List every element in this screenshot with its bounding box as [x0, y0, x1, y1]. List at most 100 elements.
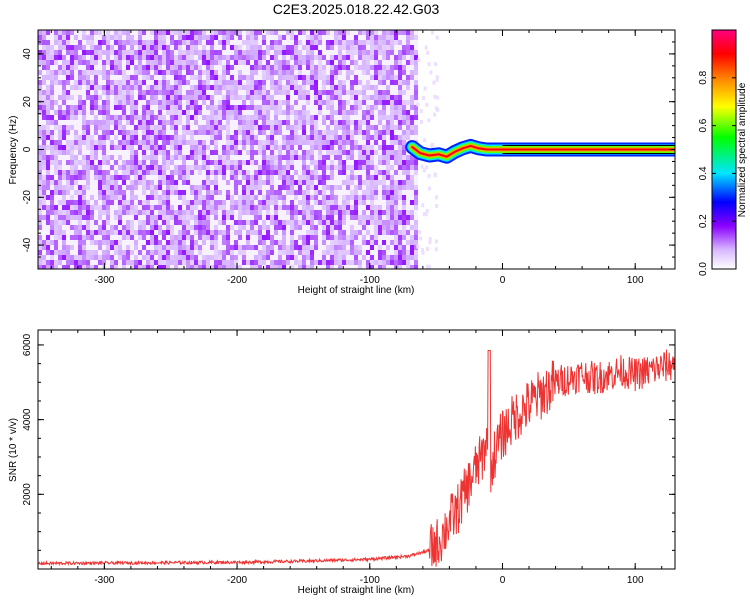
heatmap-cell [314, 40, 318, 45]
heatmap-cell [426, 50, 430, 55]
heatmap-cell [222, 120, 226, 125]
heatmap-cell [278, 30, 282, 35]
heatmap-cell [266, 240, 270, 245]
heatmap-cell [190, 115, 194, 120]
heatmap-cell [298, 140, 302, 145]
heatmap-cell [122, 65, 126, 70]
heatmap-cell [158, 50, 162, 55]
heatmap-cell [114, 145, 118, 150]
heatmap-cell [390, 55, 394, 60]
heatmap-cell [90, 155, 94, 160]
heatmap-cell [334, 225, 338, 230]
heatmap-cell [234, 45, 238, 50]
heatmap-cell [202, 130, 206, 135]
heatmap-cell [294, 185, 298, 190]
heatmap-cell [326, 185, 330, 190]
heatmap-cell [170, 150, 174, 155]
heatmap-cell [102, 220, 106, 225]
heatmap-cell [142, 140, 146, 145]
heatmap-cell [270, 215, 274, 220]
heatmap-cell [50, 205, 54, 210]
heatmap-cell [382, 225, 386, 230]
heatmap-cell [206, 240, 210, 245]
heatmap-cell [266, 115, 270, 120]
heatmap-cell [310, 110, 314, 115]
heatmap-cell [174, 210, 178, 215]
heatmap-cell [218, 175, 222, 180]
heatmap-cell [414, 105, 418, 110]
heatmap-cell [302, 55, 306, 60]
heatmap-cell [274, 80, 278, 85]
heatmap-cell [294, 55, 298, 60]
heatmap-cell [254, 190, 258, 195]
heatmap-cell [182, 80, 186, 85]
heatmap-cell [350, 45, 354, 50]
heatmap-cell [150, 95, 154, 100]
heatmap-cell [230, 120, 234, 125]
heatmap-cell [166, 225, 170, 230]
heatmap-cell [122, 255, 126, 260]
heatmap-noise-cells [38, 30, 440, 269]
heatmap-cell [374, 225, 378, 230]
heatmap-cell [162, 90, 166, 95]
heatmap-cell [354, 130, 358, 135]
heatmap-cell [382, 155, 386, 160]
heatmap-cell [234, 165, 238, 170]
heatmap-cell [170, 195, 174, 200]
heatmap-cell [198, 80, 202, 85]
heatmap-cell [222, 115, 226, 120]
heatmap-cell [158, 260, 162, 265]
heatmap-cell [262, 50, 266, 55]
heatmap-cell [298, 235, 302, 240]
heatmap-cell [126, 135, 130, 140]
heatmap-cell [114, 75, 118, 80]
heatmap-cell [202, 245, 206, 250]
heatmap-cell [338, 80, 342, 85]
heatmap-cell [210, 170, 214, 175]
heatmap-cell [314, 130, 318, 135]
heatmap-cell [310, 130, 314, 135]
heatmap-cell [54, 230, 58, 235]
heatmap-cell [314, 115, 318, 120]
heatmap-cell [178, 205, 182, 210]
heatmap-cell [58, 85, 62, 90]
heatmap-cell [218, 140, 222, 145]
heatmap-cell [130, 220, 134, 225]
heatmap-cell [330, 195, 334, 200]
heatmap-cell [238, 135, 242, 140]
heatmap-cell [98, 150, 102, 155]
heatmap-cell [402, 50, 406, 55]
heatmap-cell [218, 260, 222, 265]
heatmap-cell [242, 80, 246, 85]
heatmap-cell [198, 70, 202, 75]
heatmap-cell [206, 225, 210, 230]
heatmap-cell [186, 145, 190, 150]
heatmap-cell [274, 260, 278, 265]
heatmap-cell [138, 175, 142, 180]
heatmap-cell [394, 165, 398, 170]
heatmap-cell [106, 30, 110, 35]
heatmap-cell [126, 85, 130, 90]
heatmap-cell [114, 95, 118, 100]
heatmap-cell [106, 230, 110, 235]
heatmap-cell [82, 50, 86, 55]
heatmap-cell [342, 85, 346, 90]
heatmap-cell [230, 165, 234, 170]
heatmap-cell [286, 125, 290, 130]
heatmap-cell [142, 30, 146, 35]
heatmap-cell [234, 50, 238, 55]
heatmap-cell [166, 30, 170, 35]
heatmap-cell [110, 185, 114, 190]
heatmap-cell [378, 135, 382, 140]
heatmap-cell [286, 190, 290, 195]
heatmap-cell [178, 65, 182, 70]
heatmap-cell [86, 125, 90, 130]
heatmap-cell [330, 30, 334, 35]
heatmap-cell [174, 45, 178, 50]
heatmap-cell [130, 140, 134, 145]
heatmap-cell [210, 225, 214, 230]
heatmap-cell [154, 45, 158, 50]
heatmap-cell [278, 210, 282, 215]
heatmap-cell [86, 235, 90, 240]
heatmap-cell [214, 105, 218, 110]
